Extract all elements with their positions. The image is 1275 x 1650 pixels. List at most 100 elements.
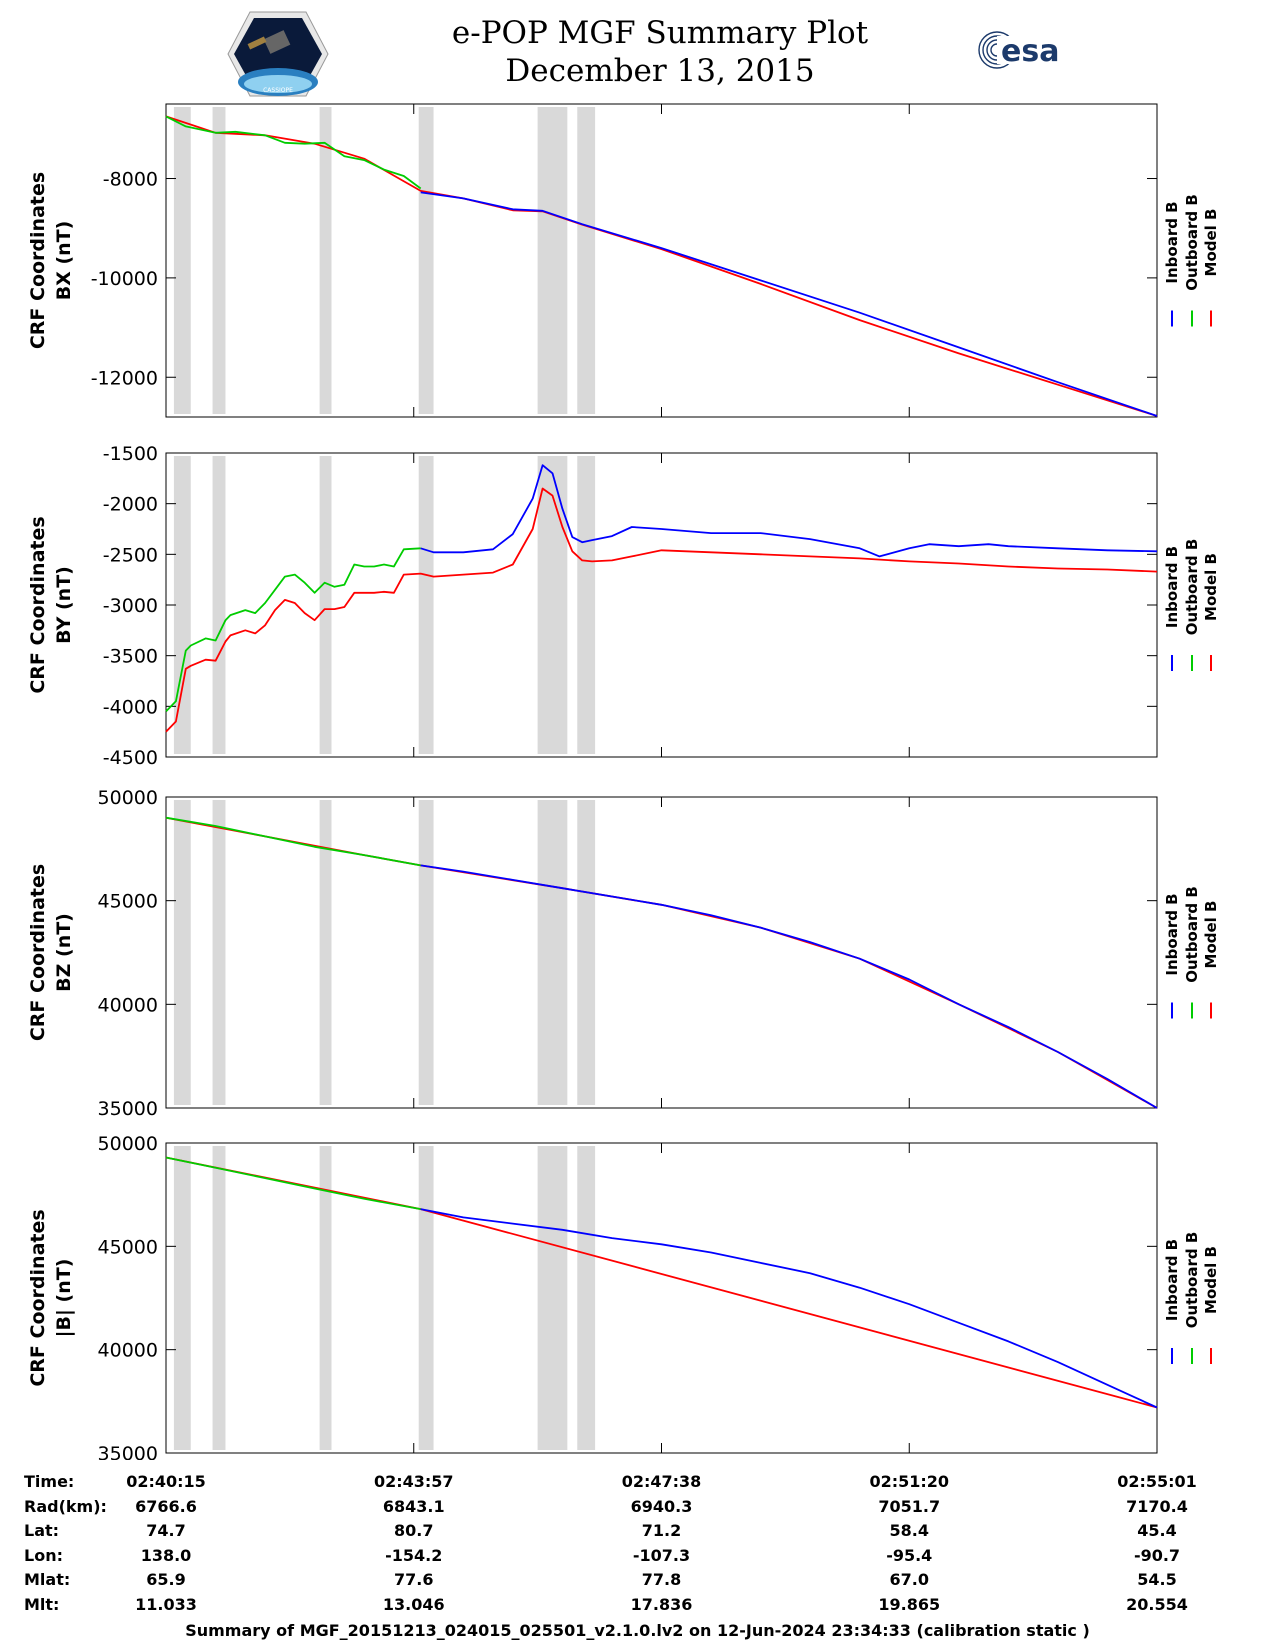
epop-logo-text: CASSIOPE <box>263 87 293 94</box>
ephemeris-value: 02:43:57 <box>373 1472 454 1491</box>
ephemeris-value: 45.4 <box>1137 1521 1177 1540</box>
ephemeris-value: 67.0 <box>889 1570 929 1589</box>
y-axis-label: CRF Coordinates <box>27 516 49 693</box>
series-line-outboard <box>165 547 421 713</box>
ephemeris-value: -90.7 <box>1133 1546 1181 1565</box>
data-gap <box>577 107 596 414</box>
y-axis-label: |B| (nT) <box>53 1259 75 1338</box>
ephemeris-row-label: Rad(km): <box>24 1497 107 1516</box>
ephemeris-row-label: Lon: <box>24 1546 63 1565</box>
ephemeris-value: -154.2 <box>385 1546 443 1565</box>
legend-label: Model B <box>1202 209 1220 277</box>
ephemeris-value: -107.3 <box>632 1546 691 1565</box>
y-axis-label: BX (nT) <box>53 221 75 301</box>
y-tick-label: -1500 <box>103 443 158 465</box>
y-axis-label: BZ (nT) <box>53 913 75 992</box>
data-gap <box>577 456 596 754</box>
ephemeris-row-label: Lat: <box>24 1521 60 1540</box>
y-tick-label: 50000 <box>98 787 158 809</box>
y-tick-label: 40000 <box>98 1340 158 1362</box>
legend-label: Outboard B <box>1183 194 1201 291</box>
y-tick-label: -3500 <box>103 646 158 668</box>
y-tick-label: -8000 <box>103 169 158 191</box>
ephemeris-value: 77.8 <box>641 1570 682 1589</box>
ephemeris-value: 6940.3 <box>630 1497 693 1516</box>
y-tick-label: 35000 <box>98 1443 158 1460</box>
ephemeris-value: 17.836 <box>630 1595 693 1614</box>
y-tick-label: -2500 <box>103 544 158 566</box>
ephemeris-value: 65.9 <box>146 1570 186 1589</box>
ephemeris-value: 20.554 <box>1126 1595 1188 1614</box>
ephemeris-value: 6843.1 <box>382 1497 445 1516</box>
y-tick-label: -4500 <box>103 747 158 769</box>
plot-frame <box>165 103 1158 418</box>
data-gap <box>418 107 434 414</box>
data-gap <box>418 800 434 1105</box>
legend-label: Outboard B <box>1183 1232 1201 1329</box>
y-axis-label: CRF Coordinates <box>27 864 49 1041</box>
legend-label: Inboard B <box>1163 546 1181 628</box>
y-axis-label: CRF Coordinates <box>27 172 49 349</box>
plot-frame <box>165 452 1158 758</box>
series-line-outboard <box>165 1156 421 1210</box>
ephemeris-value: 11.033 <box>135 1595 197 1614</box>
series-line-outboard <box>165 816 421 867</box>
ephemeris-value: 02:40:15 <box>126 1472 206 1491</box>
y-tick-label: 40000 <box>98 994 158 1016</box>
ephemeris-value: 7170.4 <box>1126 1497 1188 1516</box>
esa-logo-text: esa <box>1001 34 1059 69</box>
data-gap <box>212 107 226 414</box>
ephemeris-value: 7051.7 <box>878 1497 941 1516</box>
y-tick-label: 45000 <box>98 891 158 913</box>
panel-magbmag: 50000 45000 40000 35000 CRF Coordinates |B| (… <box>27 1133 1220 1460</box>
footer-summary: Summary of MGF_20151213_024015_025501_v2… <box>185 1621 1090 1640</box>
data-gap <box>418 456 434 754</box>
y-tick-label: 50000 <box>98 1133 158 1155</box>
ephemeris-value: 54.5 <box>1137 1570 1177 1589</box>
data-gap <box>537 456 568 754</box>
plot-frame <box>165 1142 1158 1454</box>
y-tick-label: -12000 <box>91 367 158 389</box>
ephemeris-value: 19.865 <box>878 1595 941 1614</box>
ephemeris-value: 74.7 <box>146 1521 186 1540</box>
panel-by: -1500 -2000 -2500 -3000 -3500 -4000 -4500 CRF C… <box>27 443 1220 769</box>
y-axis-label: BY (nT) <box>53 566 75 644</box>
ephemeris-row-label: Time: <box>24 1472 75 1491</box>
data-gap <box>418 1146 434 1450</box>
data-gap <box>319 456 332 754</box>
y-tick-label: 35000 <box>98 1098 158 1120</box>
series-line-model <box>165 487 1158 733</box>
ephemeris-value: 58.4 <box>889 1521 929 1540</box>
legend-label: Inboard B <box>1163 893 1181 975</box>
ephemeris-value: 02:51:20 <box>869 1472 950 1491</box>
ephemeris-row-label: Mlat: <box>24 1570 71 1589</box>
title-date: December 13, 2015 <box>505 53 815 89</box>
data-gap <box>212 456 226 754</box>
ephemeris-value: 138.0 <box>140 1546 192 1565</box>
data-gap <box>319 1146 332 1450</box>
data-gap <box>319 800 332 1105</box>
esa-logo: esa <box>975 28 1095 72</box>
y-axis-label: CRF Coordinates <box>27 1209 49 1386</box>
ephemeris-value: 13.046 <box>382 1595 445 1614</box>
y-tick-label: -3000 <box>103 595 158 617</box>
data-gap <box>173 1146 191 1450</box>
plot-frame <box>165 796 1158 1109</box>
series-line-inboard <box>420 864 1158 1109</box>
panel-bz: 50000 45000 40000 35000 CRF Coordinates BZ (n… <box>27 787 1220 1120</box>
series-line-model <box>165 115 1158 417</box>
series-line-outboard <box>165 115 422 190</box>
series-line-inboard <box>420 191 1158 417</box>
data-gap <box>577 1146 596 1450</box>
ephemeris-value: 02:47:38 <box>621 1472 702 1491</box>
y-tick-label: -10000 <box>91 268 158 290</box>
legend-label: Model B <box>1202 1246 1220 1314</box>
data-gap <box>537 1146 568 1450</box>
data-gap <box>173 800 191 1105</box>
data-gap <box>173 456 191 754</box>
data-gap <box>212 800 226 1105</box>
title-text: e-POP MGF Summary Plot <box>451 15 869 51</box>
data-gap <box>537 800 568 1105</box>
legend-label: Model B <box>1202 553 1220 621</box>
